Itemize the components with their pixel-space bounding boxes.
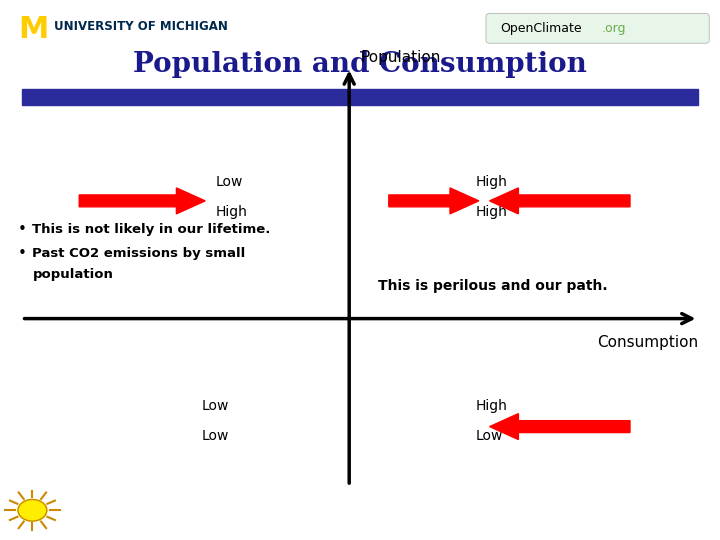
Text: This is not likely in our lifetime.: This is not likely in our lifetime.: [32, 223, 271, 236]
Text: UNIVERSITY OF MICHIGAN: UNIVERSITY OF MICHIGAN: [54, 21, 228, 33]
Text: Low: Low: [475, 429, 503, 443]
Text: population: population: [32, 268, 113, 281]
Text: Population: Population: [360, 50, 441, 65]
Text: Low: Low: [202, 399, 229, 413]
Text: High: High: [475, 205, 507, 219]
FancyArrow shape: [490, 188, 630, 214]
Text: High: High: [216, 205, 248, 219]
Circle shape: [18, 500, 47, 521]
Text: This is perilous and our path.: This is perilous and our path.: [378, 279, 608, 293]
Text: Past CO2 emissions by small: Past CO2 emissions by small: [32, 247, 246, 260]
Text: Population and Consumption: Population and Consumption: [133, 51, 587, 78]
FancyArrow shape: [389, 188, 479, 214]
Text: OpenClimate: OpenClimate: [500, 22, 582, 35]
Text: .org: .org: [602, 22, 626, 35]
Text: •: •: [18, 246, 27, 261]
Text: •: •: [18, 222, 27, 237]
Text: M: M: [18, 15, 48, 44]
FancyArrow shape: [79, 188, 205, 214]
Text: Low: Low: [216, 175, 243, 189]
FancyArrow shape: [490, 414, 630, 440]
Text: High: High: [475, 175, 507, 189]
FancyBboxPatch shape: [486, 14, 709, 43]
Bar: [22, 89, 698, 105]
Text: Low: Low: [202, 429, 229, 443]
Text: High: High: [475, 399, 507, 413]
Text: Consumption: Consumption: [598, 335, 698, 350]
